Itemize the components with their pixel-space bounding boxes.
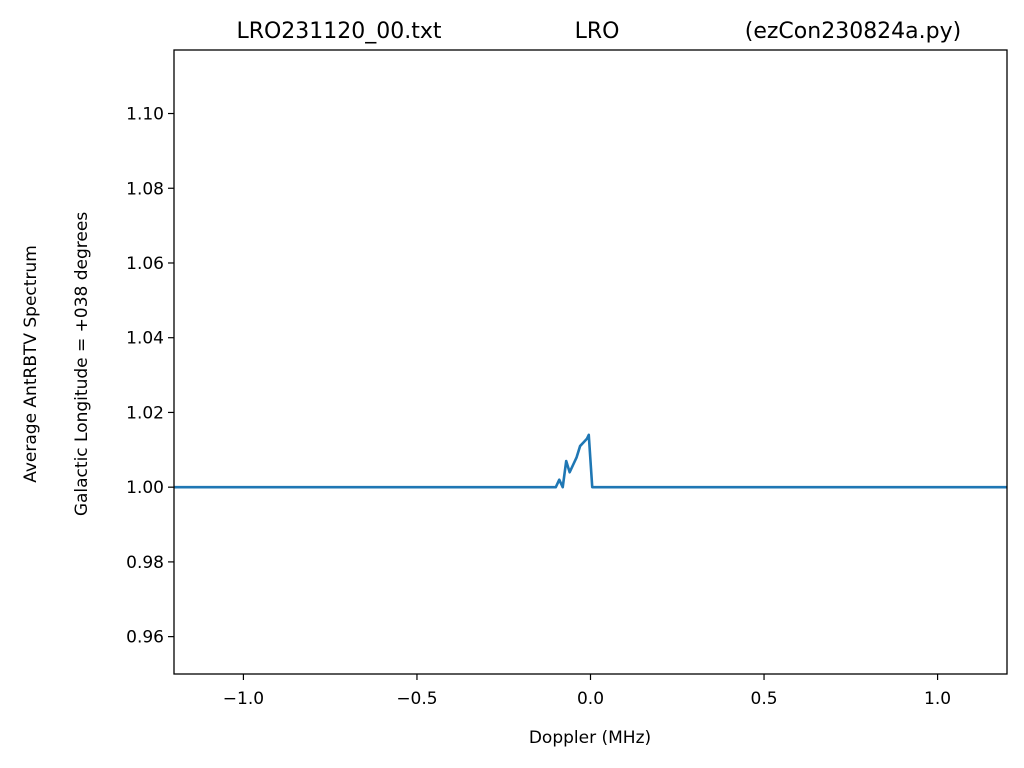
y-axis-ticks: 0.96 0.98 1.00 1.02 1.04 1.06 1.08 1.10 — [126, 105, 174, 648]
y-tick-label: 1.00 — [126, 478, 164, 498]
y-axis-label-line-2: Galactic Longitude = +038 degrees — [72, 212, 92, 516]
x-tick-label: −1.0 — [223, 689, 264, 709]
title-filename: LRO231120_00.txt — [236, 19, 441, 44]
title-program: (ezCon230824a.py) — [745, 19, 961, 44]
y-tick-label: 1.06 — [126, 254, 164, 274]
series-line-0 — [174, 433, 1007, 489]
chart-title: LRO231120_00.txt LRO (ezCon230824a.py) — [236, 19, 961, 44]
x-tick-label: 1.0 — [924, 689, 951, 709]
y-tick-label: 0.98 — [126, 553, 164, 573]
y-tick-label: 1.02 — [126, 403, 164, 423]
x-axis-ticks: −1.0 −0.5 0.0 0.5 1.0 — [223, 674, 951, 709]
y-tick-label: 1.04 — [126, 329, 164, 349]
plot-area — [174, 433, 1007, 489]
x-tick-label: 0.0 — [577, 689, 604, 709]
title-site: LRO — [575, 19, 620, 44]
y-tick-label: 1.10 — [126, 105, 164, 125]
axes-frame — [173, 49, 1008, 675]
x-axis-label: Doppler (MHz) — [529, 728, 651, 748]
x-tick-label: −0.5 — [396, 689, 437, 709]
y-axis-label-line-1: Average AntRBTV Spectrum — [21, 245, 41, 483]
x-tick-label: 0.5 — [751, 689, 778, 709]
y-tick-label: 0.96 — [126, 628, 164, 648]
y-tick-label: 1.08 — [126, 179, 164, 199]
